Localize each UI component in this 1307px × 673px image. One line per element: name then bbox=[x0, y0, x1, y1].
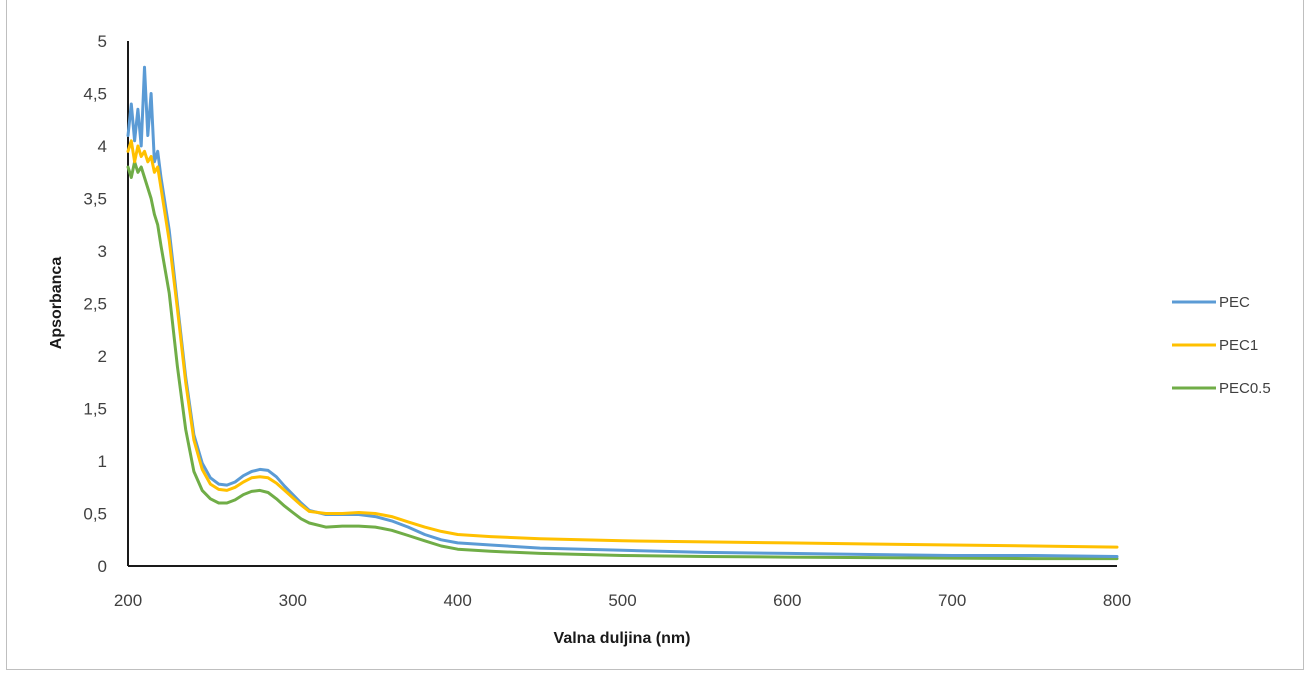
y-tick-label: 0 bbox=[98, 557, 107, 576]
y-tick-label: 3 bbox=[98, 242, 107, 261]
legend: PEC PEC1 PEC0.5 bbox=[1172, 294, 1271, 397]
legend-label: PEC0.5 bbox=[1219, 380, 1271, 397]
y-tick-label: 4,5 bbox=[83, 85, 107, 104]
legend-label: PEC bbox=[1219, 294, 1250, 311]
x-tick-label: 300 bbox=[279, 591, 307, 610]
y-tick-label: 3,5 bbox=[83, 190, 107, 209]
y-tick-label: 5 bbox=[98, 32, 107, 51]
y-tick-labels: 0 0,5 1 1,5 2 2,5 3 3,5 4 4,5 5 bbox=[83, 32, 107, 576]
y-tick-label: 1,5 bbox=[83, 400, 107, 419]
y-tick-label: 2 bbox=[98, 347, 107, 366]
x-tick-label: 700 bbox=[938, 591, 966, 610]
x-tick-labels: 200 300 400 500 600 700 800 bbox=[114, 591, 1131, 610]
x-tick-label: 800 bbox=[1103, 591, 1131, 610]
y-tick-label: 0,5 bbox=[83, 505, 107, 524]
legend-label: PEC1 bbox=[1219, 337, 1258, 354]
series-line-pec bbox=[126, 65, 1119, 558]
series-line-pec1 bbox=[126, 139, 1119, 549]
y-tick-label: 4 bbox=[98, 137, 107, 156]
y-tick-label: 2,5 bbox=[83, 295, 107, 314]
series-line-pec0-5 bbox=[126, 160, 1119, 561]
x-tick-label: 400 bbox=[443, 591, 471, 610]
x-tick-label: 600 bbox=[773, 591, 801, 610]
x-tick-label: 500 bbox=[608, 591, 636, 610]
axes bbox=[127, 41, 1117, 567]
x-axis-title: Valna duljina (nm) bbox=[554, 630, 691, 647]
y-tick-label: 1 bbox=[98, 452, 107, 471]
y-axis-title: Apsorbanca bbox=[48, 257, 65, 350]
x-tick-label: 200 bbox=[114, 591, 142, 610]
series-lines bbox=[126, 65, 1119, 561]
